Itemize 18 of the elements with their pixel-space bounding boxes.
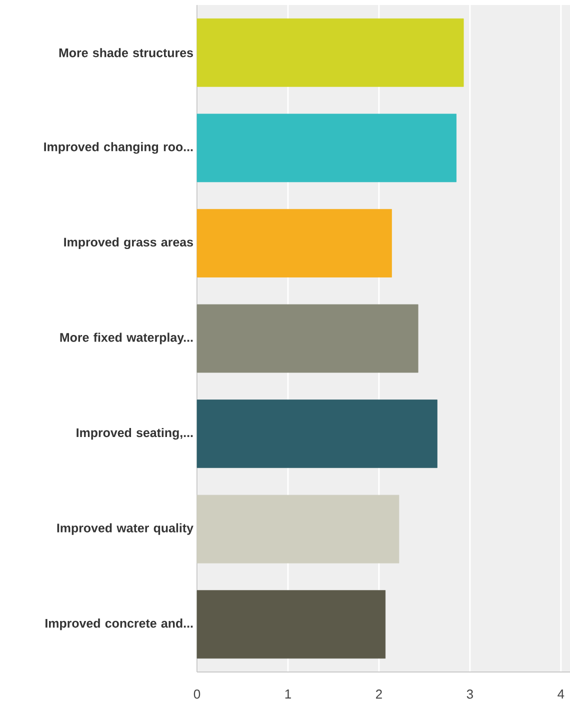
y-tick-label: Improved water quality [57, 523, 194, 535]
bar [196, 400, 438, 468]
y-tick-label: More fixed waterplay... [60, 332, 192, 344]
y-tick-label: Improved grass areas [64, 237, 193, 250]
y-tick-label: Improved concrete and... [45, 618, 192, 630]
y-tick-label: Improved seating,... [76, 428, 192, 440]
y-tick-label: More shade structures [59, 48, 193, 58]
bar [196, 114, 456, 182]
x-tick-label: 4 [557, 690, 564, 698]
bar [196, 209, 392, 278]
x-tick-label: 3 [466, 690, 473, 699]
y-tick-label: Improved changing roo... [44, 142, 192, 154]
bar [196, 590, 386, 659]
x-tick-label: 1 [285, 690, 291, 698]
x-tick-label: 2 [376, 690, 382, 699]
x-tick-label: 0 [194, 690, 200, 699]
bar [196, 304, 418, 373]
bar [196, 18, 464, 87]
